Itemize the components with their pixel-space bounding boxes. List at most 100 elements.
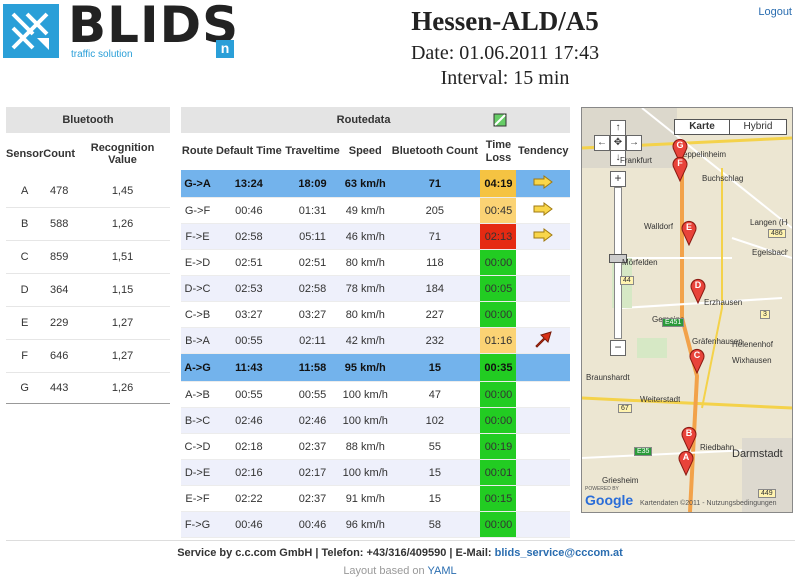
routedata-cell: C->B <box>181 301 214 328</box>
routedata-cell: 02:11 <box>283 327 342 354</box>
table-row: E->D 02:51 02:51 80 km/h 118 00:00 <box>181 249 570 276</box>
bluetooth-cell: C <box>6 240 44 274</box>
pan-up-button[interactable]: ↑ <box>610 120 626 136</box>
map-attribution[interactable]: Kartendaten ©2011 - Nutzungsbedingungen <box>640 500 777 507</box>
blids-logo: BLIDS traffic solution n <box>3 0 238 60</box>
routedata-cell: 02:16 <box>214 459 284 486</box>
bluetooth-cell: D <box>6 273 44 307</box>
bluetooth-cell: 1,27 <box>75 306 170 340</box>
bluetooth-cell: 229 <box>43 306 76 340</box>
time-loss-cell: 00:15 <box>480 485 517 512</box>
routedata-cell: 02:51 <box>283 249 342 276</box>
time-loss-cell: 00:00 <box>480 511 517 538</box>
pan-right-button[interactable]: → <box>626 135 642 151</box>
zoom-out-button[interactable]: − <box>610 340 626 356</box>
table-row: E 229 1,27 <box>6 306 170 340</box>
time-loss-cell: 00:00 <box>480 249 517 276</box>
map-place-label: Darmstadt <box>732 448 783 460</box>
bluetooth-cell: E <box>6 306 44 340</box>
google-logo: Google <box>585 492 634 508</box>
routedata-cell: 03:27 <box>214 301 284 328</box>
route-map[interactable]: ← ↑ ✥ → ↓ + − Karte Hybrid Frankfurt Wall… <box>581 107 793 513</box>
bluetooth-cell: B <box>6 207 44 241</box>
routedata-header: Traveltime <box>285 145 340 157</box>
table-row: E->F 02:22 02:37 91 km/h 15 00:15 <box>181 485 570 512</box>
map-marker-a[interactable]: A <box>678 450 694 476</box>
map-marker-e[interactable]: E <box>681 220 697 246</box>
map-place-label: Zeppelinheim <box>678 150 727 159</box>
routedata-cell: 02:58 <box>283 275 342 302</box>
pan-left-button[interactable]: ← <box>594 135 610 151</box>
map-view-button[interactable] <box>480 107 517 133</box>
karte-button[interactable]: Karte <box>674 119 730 135</box>
map-marker-d[interactable]: D <box>690 278 706 304</box>
routedata-cell: 02:37 <box>283 433 342 460</box>
bluetooth-cell: 1,45 <box>75 175 170 208</box>
routedata-cell: 02:22 <box>214 485 284 512</box>
map-place-label: Walldorf <box>644 222 674 231</box>
map-marker-f[interactable]: F <box>672 156 688 182</box>
road-shield: 486 <box>768 229 786 238</box>
routedata-cell: 00:46 <box>214 197 284 224</box>
routedata-header: Tendency <box>517 145 569 157</box>
routedata-cell: 18:09 <box>283 170 342 198</box>
routedata-cell: F->E <box>181 223 214 250</box>
road-shield: 3 <box>760 310 770 319</box>
routedata-header: Default Time <box>215 145 282 157</box>
routedata-cell: 100 km/h <box>341 407 390 434</box>
logout-link[interactable]: Logout <box>758 6 792 18</box>
routedata-cell: 02:51 <box>214 249 284 276</box>
hybrid-button[interactable]: Hybrid <box>729 119 787 135</box>
routedata-cell: D->C <box>181 275 214 302</box>
routedata-cell: 02:37 <box>283 485 342 512</box>
date-text: Date: 01.06.2011 17:43 <box>410 42 600 64</box>
table-row: C->B 03:27 03:27 80 km/h 227 00:00 <box>181 301 570 328</box>
routedata-cell: 78 km/h <box>341 275 390 302</box>
table-row: D 364 1,15 <box>6 273 170 307</box>
pan-center-button[interactable]: ✥ <box>610 135 626 151</box>
routedata-cell: E->F <box>181 485 214 512</box>
table-row: B 588 1,26 <box>6 207 170 241</box>
map-place-label: Erzhausen <box>704 298 743 307</box>
tendency-right-arrow-icon <box>533 202 554 216</box>
tendency-cell <box>516 223 570 250</box>
table-row: C->D 02:18 02:37 88 km/h 55 00:19 <box>181 433 570 460</box>
routedata-cell: 205 <box>389 197 481 224</box>
routedata-cell: 100 km/h <box>341 459 390 486</box>
logo-mark-icon <box>3 4 59 58</box>
routedata-cell: 00:55 <box>214 381 284 408</box>
zoom-slider[interactable] <box>614 187 622 339</box>
bluetooth-cell: 478 <box>43 175 76 208</box>
routedata-cell: 100 km/h <box>341 381 390 408</box>
routedata-cell: 00:46 <box>214 511 284 538</box>
routedata-cell: 02:46 <box>283 407 342 434</box>
table-row: A->G 11:43 11:58 95 km/h 15 00:35 <box>181 353 570 382</box>
bluetooth-cell: 1,26 <box>75 372 170 404</box>
map-marker-b[interactable]: B <box>681 426 697 452</box>
tendency-cell <box>516 275 570 302</box>
map-place-label: Langen (Hessen) <box>750 218 788 227</box>
routedata-cell: 15 <box>389 485 481 512</box>
time-loss-cell: 00:35 <box>480 353 517 382</box>
yaml-link[interactable]: YAML <box>427 565 457 577</box>
routedata-cell: 118 <box>389 249 481 276</box>
map-marker-g[interactable]: G <box>672 138 688 164</box>
routedata-cell: 55 <box>389 433 481 460</box>
routedata-caption: Routedata <box>181 107 481 133</box>
bluetooth-cell: A <box>6 175 44 208</box>
tendency-cell <box>516 511 570 538</box>
time-loss-cell: 01:16 <box>480 327 517 354</box>
road-shield: 44 <box>620 276 634 285</box>
map-marker-label: B <box>685 428 693 438</box>
bluetooth-cell: 364 <box>43 273 76 307</box>
tendency-cell <box>516 301 570 328</box>
bluetooth-cell: G <box>6 372 44 404</box>
logo-word: BLIDS <box>68 0 240 54</box>
zoom-in-button[interactable]: + <box>610 171 626 187</box>
page-title: Hessen-ALD/A5 <box>411 6 599 36</box>
zoom-slider-handle[interactable] <box>609 254 627 263</box>
routedata-cell: G->A <box>181 170 214 198</box>
email-link[interactable]: blids_service@cccom.at <box>494 547 623 559</box>
pan-down-button[interactable]: ↓ <box>610 150 626 166</box>
map-marker-c[interactable]: C <box>689 348 705 374</box>
